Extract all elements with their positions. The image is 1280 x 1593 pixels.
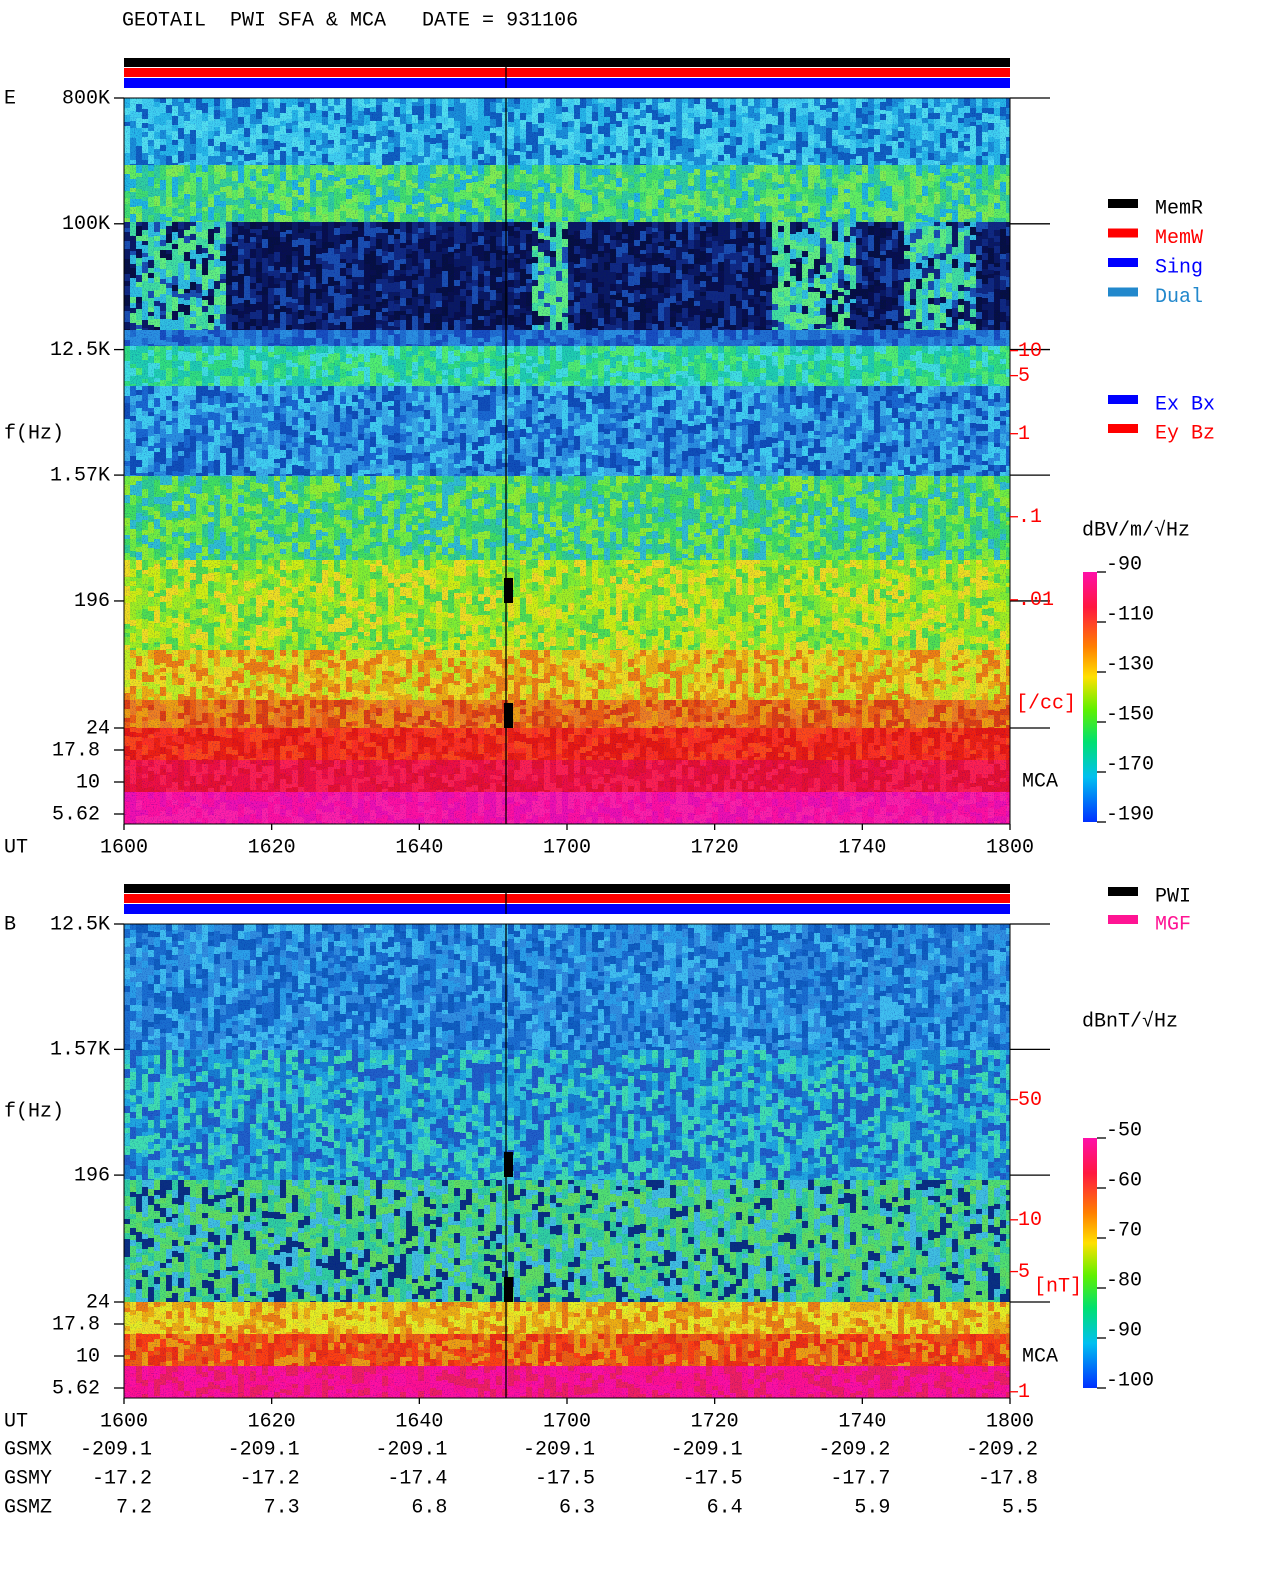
- chart-title: GEOTAIL PWI SFA & MCA DATE = 931106: [122, 9, 578, 32]
- plots: 800K100K12.5K1.57K1962417.8105.62MCAEf(H…: [4, 58, 1215, 1519]
